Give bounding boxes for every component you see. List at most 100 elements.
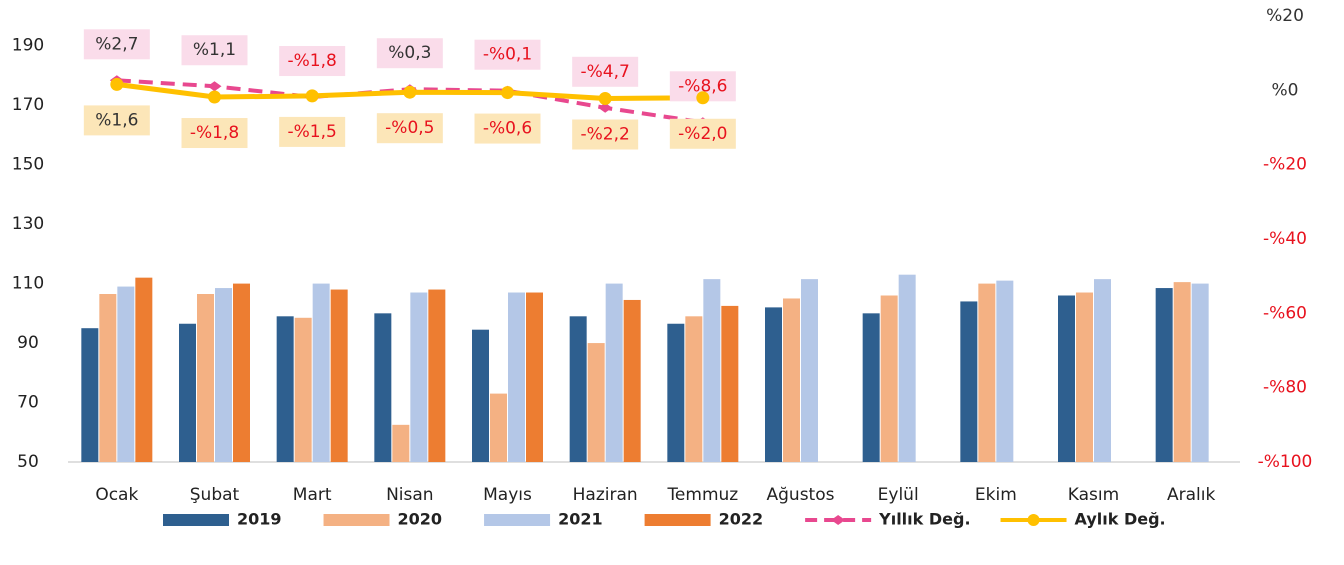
bar (721, 305, 739, 462)
bar (526, 292, 543, 462)
legend-label: Aylık Değ. (1075, 510, 1166, 529)
bar (1094, 279, 1111, 462)
label-box (474, 39, 541, 70)
bar (880, 295, 898, 462)
y-tick-label: 90 (17, 333, 39, 353)
x-tick-label: Mayıs (483, 485, 532, 505)
x-tick-label: Ekim (975, 485, 1017, 505)
data-label: -%2,0 (678, 124, 727, 144)
bar (392, 424, 410, 462)
legend-label: 2019 (237, 510, 282, 529)
label-box (474, 113, 541, 144)
legend-swatch (644, 514, 711, 526)
legend-swatch (484, 514, 551, 526)
data-label: -%0,5 (385, 118, 434, 138)
bar (1058, 295, 1075, 462)
bar (685, 316, 703, 462)
x-tick-label: Nisan (386, 485, 434, 505)
legend-marker (1027, 514, 1040, 526)
y2-tick-label: %0 (1272, 80, 1299, 100)
legend-label: Yıllık Değ. (878, 510, 970, 529)
marker (207, 81, 222, 92)
bar (99, 294, 117, 462)
y2-tick-label: -%40 (1263, 229, 1307, 249)
legend-swatch (323, 514, 390, 526)
bar (508, 292, 525, 462)
bar (374, 313, 392, 462)
bar (783, 298, 800, 462)
data-label: -%0,6 (483, 119, 532, 139)
bar (117, 286, 135, 462)
y2-tick-label: -%60 (1263, 303, 1307, 323)
legend-label: 2022 (719, 510, 764, 529)
bar (1173, 282, 1191, 462)
label-box (279, 46, 346, 77)
bar (276, 316, 294, 462)
x-tick-label: Ocak (95, 485, 138, 505)
marker (305, 89, 319, 103)
label-box (181, 35, 248, 66)
data-label: %2,7 (95, 34, 138, 54)
x-tick-label: Eylül (878, 485, 919, 505)
label-box (83, 105, 150, 136)
y2-tick-label: -%20 (1263, 155, 1307, 175)
bar (312, 283, 330, 462)
marker (110, 77, 124, 91)
data-label: -%1,8 (190, 123, 239, 143)
bar (215, 288, 232, 462)
data-label: -%4,7 (581, 62, 630, 82)
bar (1191, 283, 1209, 462)
y-tick-label: 70 (17, 393, 39, 413)
marker (403, 85, 417, 99)
label-box (572, 56, 639, 87)
marker (696, 91, 710, 105)
bar (179, 323, 196, 462)
label-box (376, 38, 443, 69)
bar (960, 301, 978, 462)
bar (667, 323, 685, 462)
x-tick-label: Aralık (1167, 485, 1215, 505)
marker (501, 86, 514, 100)
bar (1155, 288, 1173, 462)
bar (801, 279, 818, 462)
data-label: -%2,2 (581, 125, 630, 145)
x-tick-label: Haziran (573, 485, 638, 505)
bar (197, 294, 214, 462)
y-tick-label: 190 (12, 36, 44, 56)
data-label: -%1,5 (288, 122, 337, 142)
bar (410, 292, 428, 462)
data-label: -%1,8 (288, 51, 337, 71)
legend-label: 2021 (558, 510, 603, 529)
label-box (572, 119, 639, 150)
bar (898, 274, 916, 462)
x-tick-label: Şubat (190, 485, 240, 505)
bar (862, 313, 880, 462)
y-tick-label: 110 (12, 274, 44, 294)
y-tick-label: 130 (12, 214, 44, 234)
y-tick-label: 150 (12, 155, 44, 175)
bar (569, 316, 587, 462)
data-label: -%0,1 (483, 45, 532, 65)
data-label: %1,1 (193, 40, 236, 60)
data-label: -%8,6 (678, 76, 727, 96)
y-tick-label: 50 (17, 452, 39, 472)
y-tick-label: 170 (12, 95, 44, 115)
bar (294, 317, 312, 462)
bar (472, 329, 489, 462)
legend-swatch (163, 514, 229, 526)
bar (978, 283, 996, 462)
bar (996, 280, 1014, 462)
bar (428, 289, 446, 462)
bar (703, 279, 721, 462)
x-tick-label: Temmuz (666, 485, 738, 505)
x-tick-label: Kasım (1068, 485, 1119, 505)
x-tick-label: Mart (293, 485, 332, 505)
data-label: %1,6 (95, 110, 138, 130)
bar (233, 283, 250, 462)
marker (598, 92, 612, 106)
marker (598, 102, 613, 113)
label-box (83, 29, 150, 60)
label-box (669, 118, 736, 149)
bar (1076, 292, 1093, 462)
